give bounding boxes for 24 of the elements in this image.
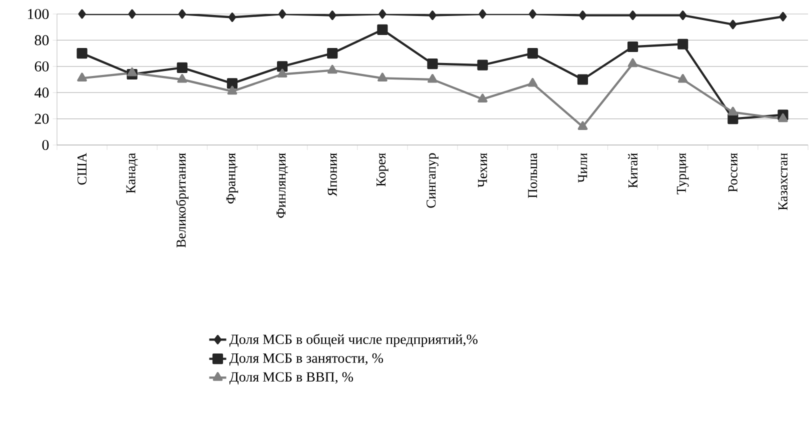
x-tick-label: США [78, 152, 87, 185]
x-tick-label: Польша [528, 152, 538, 198]
legend-label: Доля МСБ в занятости, % [229, 353, 384, 366]
x-tick-label: Великобритания [176, 153, 188, 248]
x-tick-label: Китай [628, 153, 638, 188]
y-tick-label: 0 [42, 140, 49, 150]
x-tick-label: Турция [676, 153, 689, 194]
x-tick-label: Чехия [478, 153, 488, 188]
x-tick-label: Чили [578, 153, 588, 183]
x-tick-label: Россия [728, 153, 738, 192]
x-tick-label: Япония [328, 153, 337, 196]
x-tick-label: Сингапур [426, 153, 438, 208]
legend-label: Доля МСБ в ВВП, % [229, 372, 354, 384]
y-tick-label: 100 [28, 8, 49, 20]
y-tick-label: 20 [34, 114, 49, 124]
y-tick-label: 80 [34, 35, 49, 46]
x-tick-label: Корея [376, 153, 388, 186]
y-tick-label: 60 [34, 61, 49, 72]
x-tick-label: Финляндия [276, 153, 288, 218]
legend-label: Доля МСБ в общей числе предприятий,% [229, 334, 478, 347]
x-tick-label: Канада [126, 152, 138, 194]
y-tick-label: 40 [34, 88, 49, 98]
x-tick-label: Франция [226, 153, 238, 204]
x-tick-label: Казахстан [778, 153, 788, 210]
